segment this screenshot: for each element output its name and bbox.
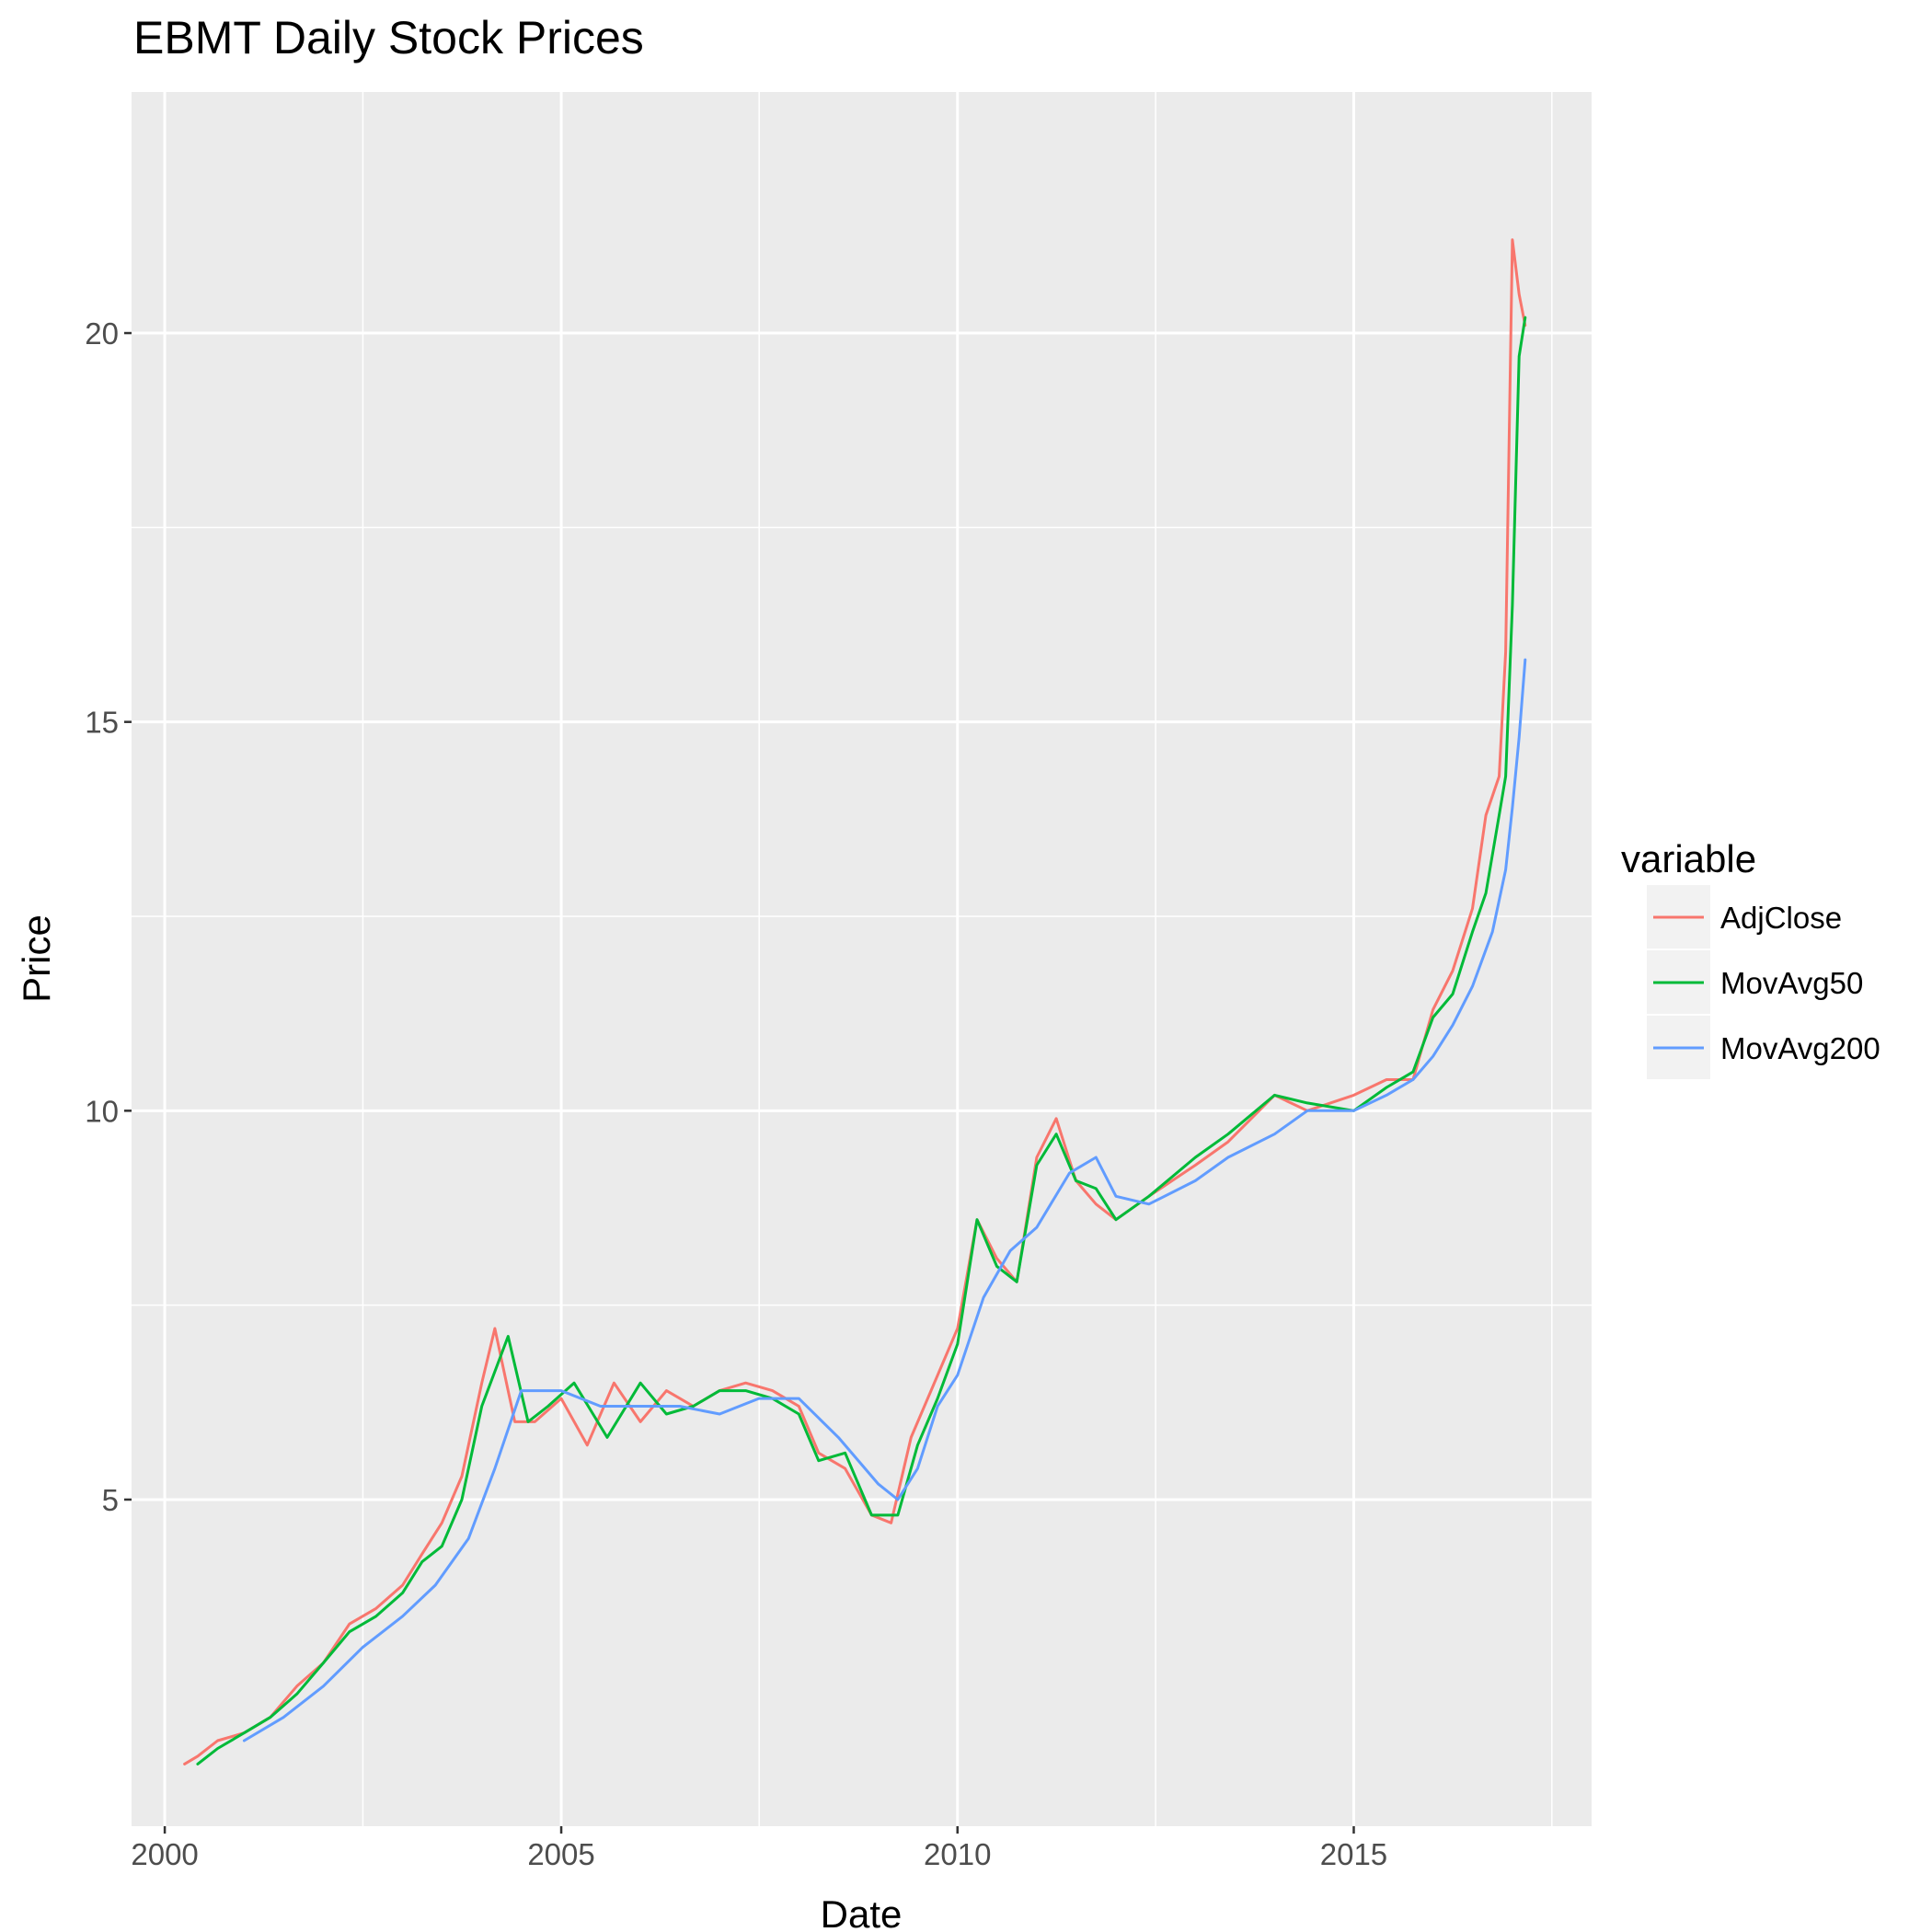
series-line-movavg50 bbox=[196, 316, 1527, 1765]
y-tick-label: 5 bbox=[102, 1483, 119, 1517]
x-tick-label: 2005 bbox=[527, 1837, 594, 1871]
x-tick-label: 2010 bbox=[924, 1837, 991, 1871]
grid-minor bbox=[132, 92, 1592, 1826]
legend-title: variable bbox=[1621, 837, 1756, 880]
axis-layer: 5 10 15 20 2000 2005 2010 2015 bbox=[85, 316, 1387, 1871]
series-layer bbox=[183, 238, 1527, 1765]
x-tick-label: 2000 bbox=[131, 1837, 198, 1871]
legend-items: AdjClose MovAvg50 MovAvg200 bbox=[1647, 885, 1880, 1079]
y-axis-title: Price bbox=[15, 914, 58, 1003]
chart-title: EBMT Daily Stock Prices bbox=[133, 12, 644, 63]
x-axis-title: Date bbox=[821, 1892, 903, 1932]
series-line-adjclose bbox=[183, 238, 1527, 1765]
grid-major bbox=[132, 92, 1592, 1826]
legend-label-adjclose: AdjClose bbox=[1720, 901, 1842, 935]
plot-panel bbox=[132, 92, 1592, 1826]
y-tick-label: 20 bbox=[85, 316, 119, 351]
legend: variable AdjClose MovAvg50 MovAvg200 bbox=[1621, 837, 1880, 1079]
legend-label-movavg50: MovAvg50 bbox=[1720, 966, 1863, 1000]
y-tick-label: 15 bbox=[85, 706, 119, 740]
y-tick-label: 10 bbox=[85, 1094, 119, 1128]
legend-label-movavg200: MovAvg200 bbox=[1720, 1031, 1880, 1065]
series-line-movavg200 bbox=[242, 658, 1527, 1742]
x-tick-label: 2015 bbox=[1320, 1837, 1387, 1871]
